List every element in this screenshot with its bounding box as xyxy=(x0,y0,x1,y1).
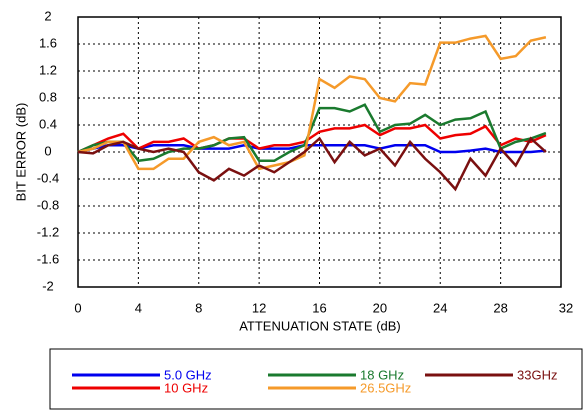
series-line xyxy=(77,103,547,163)
y-tick-label: -1.6 xyxy=(37,251,59,266)
x-tick-label: 16 xyxy=(312,300,326,315)
x-tick-label: 32 xyxy=(559,300,573,315)
x-tick-label: 0 xyxy=(74,300,81,315)
x-tick-label: 4 xyxy=(135,300,142,315)
y-tick-label: 2 xyxy=(44,8,51,23)
series-line xyxy=(77,136,547,192)
y-tick-label: 0 xyxy=(44,143,51,158)
y-tick-label: 0.8 xyxy=(39,89,57,104)
legend-label: 10 GHz xyxy=(164,380,208,395)
y-axis-label: BIT ERROR (dB) xyxy=(13,103,28,202)
y-tick-label: 1.2 xyxy=(39,62,57,77)
y-tick-label: 0.4 xyxy=(39,116,57,131)
y-tick-label: -2 xyxy=(42,278,54,293)
series-line xyxy=(77,123,547,154)
x-tick-label: 20 xyxy=(373,300,387,315)
series-line xyxy=(77,34,547,171)
y-tick-label: -0.4 xyxy=(37,170,59,185)
legend-label: 5.0 GHz xyxy=(164,367,212,382)
x-axis-label: ATTENUATION STATE (dB) xyxy=(239,318,401,333)
x-tick-label: 28 xyxy=(493,300,507,315)
y-tick-label: -0.8 xyxy=(37,197,59,212)
legend-label: 33GHz xyxy=(517,367,557,382)
x-tick-label: 24 xyxy=(433,300,447,315)
y-tick-label: 1.6 xyxy=(39,35,57,50)
legend-label: 26.5GHz xyxy=(360,380,411,395)
x-tick-label: 12 xyxy=(252,300,266,315)
legend-box xyxy=(49,348,583,410)
y-tick-label: -1.2 xyxy=(37,224,59,239)
x-tick-label: 8 xyxy=(195,300,202,315)
legend-label: 18 GHz xyxy=(360,367,404,382)
